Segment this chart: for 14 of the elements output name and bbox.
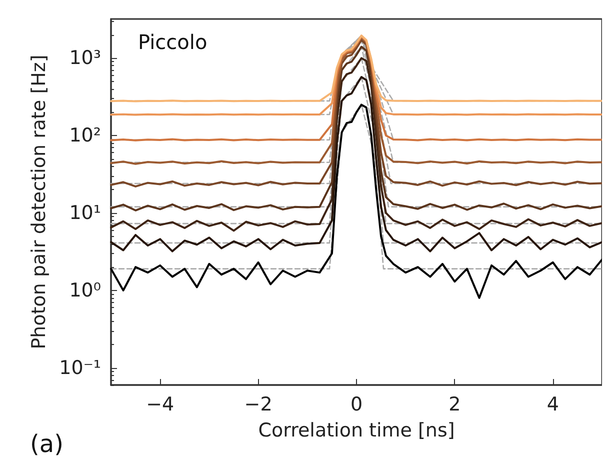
x-tick-label: 4 [546,394,559,416]
y-tick-label: 10¹ [69,202,101,224]
y-axis-title: Photon pair detection rate [Hz] [28,54,50,350]
text: (a) [30,430,64,458]
y-tick-label: 10⁻¹ [59,356,101,379]
x-axis-title: Correlation time [ns] [258,420,455,442]
x-tick-label: 2 [448,394,461,416]
x-tick-label: 0 [350,394,363,416]
x-tick-label: −2 [244,394,272,416]
y-tick-label: 10² [69,124,101,147]
y-tick-label: 10³ [69,47,101,70]
annotation: Piccolo [138,30,208,54]
x-tick-label: −4 [146,394,174,416]
y-tick-label: 10⁰ [69,279,101,302]
